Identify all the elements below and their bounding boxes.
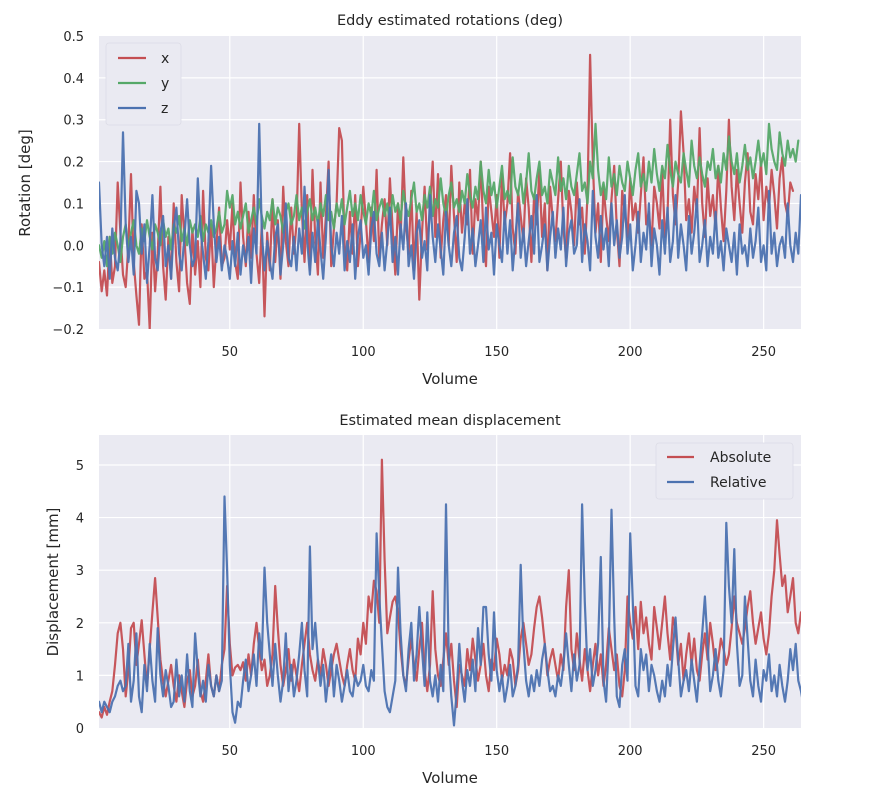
legend-label-y: y: [161, 76, 169, 92]
x-tick-label: 200: [618, 744, 643, 759]
rotations-title: Eddy estimated rotations (deg): [337, 13, 563, 29]
rotations-y-axis-label: Rotation [deg]: [16, 129, 34, 236]
legend-label-absolute: Absolute: [710, 450, 771, 466]
y-tick-label: 0.2: [63, 156, 84, 171]
x-tick-label: 50: [222, 345, 239, 360]
x-tick-label: 250: [751, 345, 776, 360]
displacement-legend: Absolute Relative: [655, 442, 794, 500]
y-tick-label: 3: [76, 564, 84, 579]
series-line-y: [99, 122, 800, 268]
y-tick-label: −0.1: [52, 281, 84, 296]
x-tick-label: 100: [351, 345, 376, 360]
y-tick-label: 4: [76, 512, 84, 527]
series-line-z: [99, 122, 801, 285]
rotations-series-lines: [99, 53, 801, 329]
displacement-title: Estimated mean displacement: [339, 413, 561, 429]
y-tick-label: 0.4: [63, 72, 84, 87]
legend-label-x: x: [161, 51, 169, 67]
displacement-series-lines: [99, 458, 801, 727]
rotations-y-ticks: −0.2 −0.1 0.0 0.1 0.2 0.3 0.4 0.5: [52, 30, 84, 338]
y-tick-label: 0.3: [63, 114, 84, 129]
x-tick-label: 150: [484, 744, 509, 759]
y-tick-label: −0.2: [52, 323, 84, 338]
displacement-y-ticks: 0 1 2 3 4 5: [76, 459, 84, 737]
y-tick-label: 2: [76, 617, 84, 632]
y-tick-label: 0.0: [63, 239, 84, 254]
legend-label-z: z: [161, 101, 168, 117]
legend-label-relative: Relative: [710, 475, 766, 491]
y-tick-label: 1: [76, 669, 84, 684]
rotations-x-ticks: 50 100 150 200 250: [222, 345, 777, 360]
series-line-x: [99, 53, 795, 329]
displacement-chart: 0 1 2 3 4 5 50 100 150 200 250 Estimated mean dis…: [44, 413, 801, 787]
rotations-chart: −0.2 −0.1 0.0 0.1 0.2 0.3 0.4 0.5 50 100 150 200 25…: [16, 13, 801, 388]
y-tick-label: 5: [76, 459, 84, 474]
x-tick-label: 100: [351, 744, 376, 759]
y-tick-label: 0: [76, 722, 84, 737]
x-tick-label: 200: [618, 345, 643, 360]
y-tick-label: 0.1: [63, 197, 84, 212]
y-tick-label: 0.5: [63, 30, 84, 45]
displacement-x-ticks: 50 100 150 200 250: [222, 744, 777, 759]
x-tick-label: 50: [222, 744, 239, 759]
series-line-relative: [99, 495, 801, 727]
rotations-legend: x y z: [105, 42, 182, 126]
displacement-x-axis-label: Volume: [422, 769, 478, 787]
rotations-x-axis-label: Volume: [422, 370, 478, 388]
x-tick-label: 250: [751, 744, 776, 759]
x-tick-label: 150: [484, 345, 509, 360]
displacement-y-axis-label: Displacement [mm]: [44, 508, 62, 657]
